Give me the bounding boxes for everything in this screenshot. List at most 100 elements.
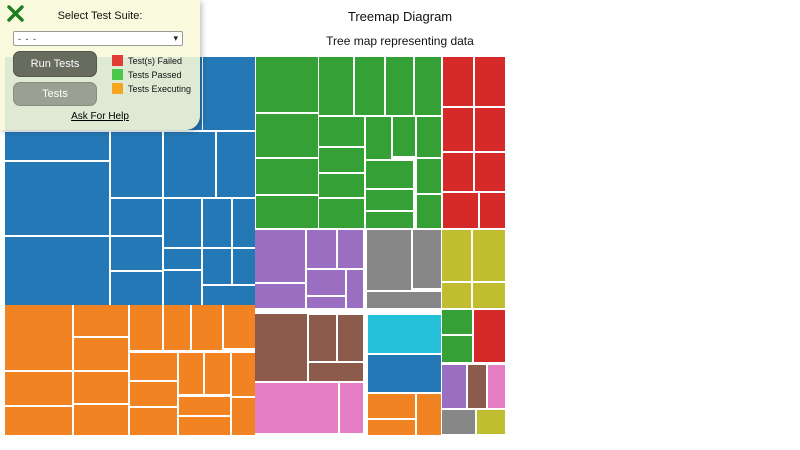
treemap-cell-orange[interactable]	[74, 305, 128, 336]
treemap-cell-purple[interactable]	[338, 230, 363, 268]
treemap-cell-blue[interactable]	[164, 271, 201, 305]
treemap-cell-red[interactable]	[480, 193, 505, 228]
treemap-cell-green[interactable]	[366, 117, 391, 159]
treemap-cell-red[interactable]	[443, 193, 478, 228]
treemap-cell-purple[interactable]	[255, 284, 305, 308]
treemap-cell-green[interactable]	[415, 57, 441, 115]
treemap-cell-orange[interactable]	[179, 353, 203, 394]
treemap-cell-orange[interactable]	[417, 394, 441, 435]
treemap-cell-olive[interactable]	[477, 410, 505, 434]
treemap-cell-pink[interactable]	[340, 383, 363, 433]
treemap-cell-green[interactable]	[393, 117, 415, 156]
treemap-cell-orange[interactable]	[5, 372, 72, 405]
treemap-cell-purple[interactable]	[307, 230, 336, 268]
treemap-cell-olive[interactable]	[442, 283, 471, 308]
treemap-cell-green[interactable]	[366, 161, 413, 188]
treemap-cell-green[interactable]	[256, 196, 318, 228]
treemap-cell-green[interactable]	[386, 57, 413, 115]
treemap-cell-blue[interactable]	[164, 132, 215, 197]
treemap-cell-green[interactable]	[256, 114, 318, 157]
close-icon[interactable]	[7, 5, 25, 23]
treemap-cell-green[interactable]	[256, 57, 318, 112]
treemap-cell-blue[interactable]	[5, 162, 109, 235]
treemap-cell-green[interactable]	[319, 174, 364, 197]
treemap-cell-orange[interactable]	[232, 398, 255, 435]
treemap-cell-red[interactable]	[443, 153, 473, 191]
treemap-cell-purple[interactable]	[307, 270, 345, 295]
treemap-cell-orange[interactable]	[130, 305, 162, 350]
treemap-cell-blue[interactable]	[233, 199, 255, 247]
treemap-cell-pink[interactable]	[488, 365, 505, 408]
treemap-cell-brown[interactable]	[338, 315, 363, 361]
treemap-cell-blue[interactable]	[5, 237, 109, 305]
treemap-cell-pink[interactable]	[255, 383, 338, 433]
treemap-cell-purple[interactable]	[442, 365, 466, 408]
treemap-cell-green[interactable]	[319, 199, 364, 228]
treemap-cell-blue[interactable]	[111, 237, 162, 270]
treemap-cell-red[interactable]	[475, 153, 505, 191]
treemap-cell-brown[interactable]	[255, 314, 307, 381]
treemap-cell-orange[interactable]	[232, 353, 255, 396]
treemap-cell-green[interactable]	[442, 336, 472, 362]
treemap-cell-orange[interactable]	[130, 382, 177, 406]
treemap-cell-blue[interactable]	[111, 272, 162, 305]
treemap-cell-olive[interactable]	[442, 230, 471, 281]
treemap-cell-green[interactable]	[417, 159, 441, 193]
treemap-cell-red[interactable]	[443, 108, 473, 151]
treemap-cell-cyan[interactable]	[368, 315, 441, 353]
treemap-cell-orange[interactable]	[5, 305, 72, 370]
treemap-cell-green[interactable]	[319, 148, 364, 172]
treemap-cell-red[interactable]	[474, 310, 505, 362]
treemap-cell-green[interactable]	[366, 190, 413, 210]
treemap-cell-orange[interactable]	[74, 338, 128, 370]
treemap-cell-orange[interactable]	[205, 353, 230, 394]
treemap-cell-orange[interactable]	[368, 394, 415, 418]
treemap-cell-green[interactable]	[319, 117, 364, 146]
treemap-cell-green[interactable]	[355, 57, 384, 115]
treemap-cell-blue[interactable]	[203, 249, 231, 284]
treemap-cell-orange[interactable]	[5, 407, 72, 435]
treemap-cell-olive[interactable]	[473, 283, 505, 308]
treemap-cell-green[interactable]	[442, 310, 472, 334]
treemap-cell-red[interactable]	[475, 57, 505, 106]
treemap-cell-olive[interactable]	[473, 230, 505, 281]
treemap-cell-blue[interactable]	[217, 132, 255, 197]
treemap-cell-green[interactable]	[417, 117, 441, 157]
treemap-cell-gray[interactable]	[442, 410, 475, 434]
treemap-cell-purple[interactable]	[255, 230, 305, 282]
treemap-cell-brown[interactable]	[468, 365, 486, 408]
treemap-cell-gray[interactable]	[367, 292, 441, 308]
treemap-cell-orange[interactable]	[192, 305, 222, 350]
treemap-cell-red[interactable]	[475, 108, 505, 151]
treemap-cell-orange[interactable]	[179, 397, 230, 415]
treemap-cell-green[interactable]	[319, 57, 353, 115]
treemap-cell-orange[interactable]	[179, 417, 230, 435]
treemap-cell-orange[interactable]	[224, 305, 255, 348]
run-tests-button[interactable]: Run Tests	[13, 51, 97, 77]
treemap-cell-green[interactable]	[256, 159, 318, 194]
treemap-cell-orange[interactable]	[130, 353, 177, 380]
treemap-cell-blue[interactable]	[203, 199, 231, 247]
treemap-cell-brown[interactable]	[309, 315, 336, 361]
treemap-cell-green[interactable]	[417, 195, 441, 228]
treemap-cell-orange[interactable]	[130, 408, 177, 435]
treemap-cell-blue[interactable]	[164, 199, 201, 247]
treemap-cell-gray[interactable]	[413, 230, 441, 288]
treemap-cell-orange[interactable]	[74, 372, 128, 403]
treemap-cell-blue[interactable]	[5, 132, 109, 160]
treemap-cell-blue[interactable]	[111, 199, 162, 235]
ask-for-help-link[interactable]: Ask For Help	[71, 111, 129, 122]
treemap-cell-blue[interactable]	[203, 57, 255, 130]
treemap-cell-purple[interactable]	[347, 270, 363, 308]
treemap-cell-orange[interactable]	[164, 305, 190, 350]
test-suite-select[interactable]: - - - ▾	[13, 31, 183, 46]
treemap-cell-blue[interactable]	[233, 249, 255, 284]
treemap-cell-blue[interactable]	[203, 286, 255, 305]
treemap-cell-purple[interactable]	[307, 297, 345, 308]
treemap-cell-orange[interactable]	[368, 420, 415, 435]
treemap-cell-gray[interactable]	[367, 230, 411, 290]
treemap-cell-blue[interactable]	[111, 132, 162, 197]
treemap-cell-blue[interactable]	[164, 249, 201, 269]
treemap-cell-blue[interactable]	[368, 355, 441, 392]
treemap-cell-orange[interactable]	[74, 405, 128, 435]
